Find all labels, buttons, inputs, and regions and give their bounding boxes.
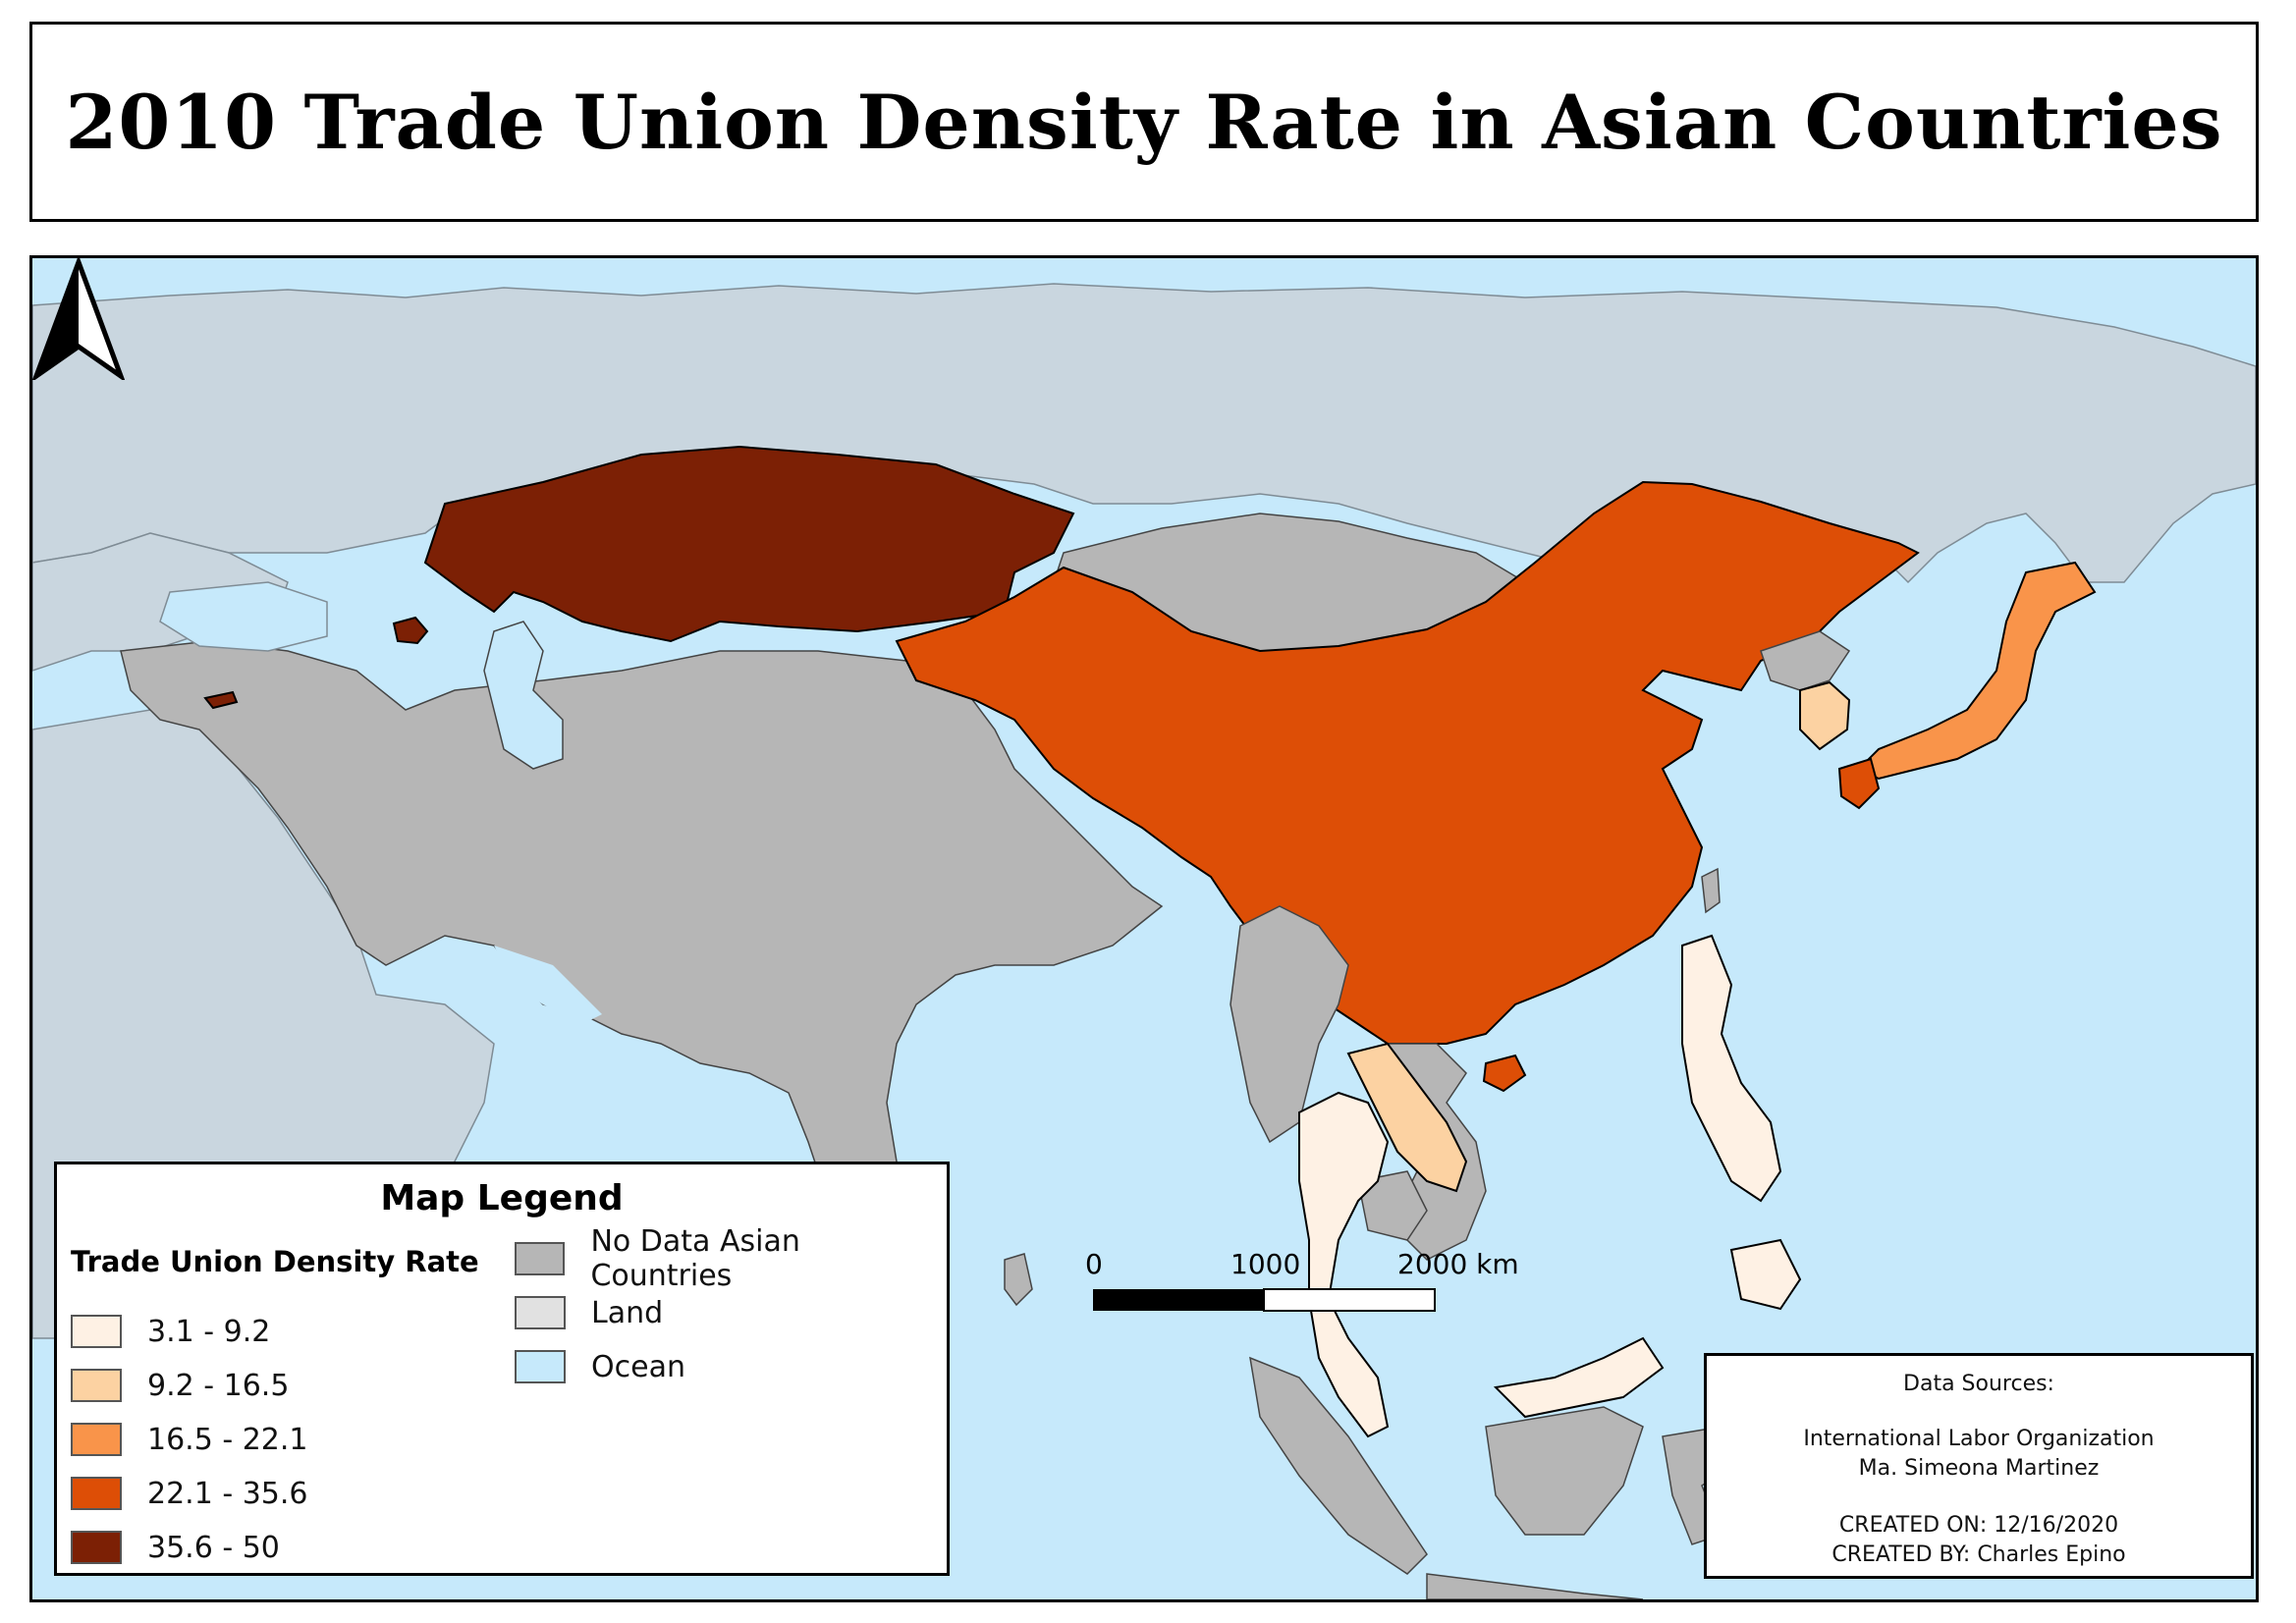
legend-ocean: Ocean [515,1347,685,1386]
legend-label: 16.5 - 22.1 [147,1422,308,1457]
legend-label: 3.1 - 9.2 [147,1314,271,1349]
mindanao[interactable] [1729,1238,1802,1311]
legend-swatch [71,1477,122,1510]
data-sources-box: Data Sources: International Labor Organi… [1704,1353,2254,1579]
north-arrow-icon [32,258,125,380]
no-data-southeast-asia [1230,905,1349,1144]
legend-label: Land [591,1295,664,1330]
legend-swatch [71,1423,122,1456]
sources-heading: Data Sources: [1903,1372,2054,1396]
hainan[interactable] [1482,1054,1527,1093]
legend-class-4: 22.1 - 35.6 [71,1474,308,1513]
legend-swatch [515,1296,566,1329]
north-korea [1760,630,1851,691]
legend-label: No Data Asian Countries [590,1224,800,1293]
map-legend: Map Legend Trade Union Density Rate 3.1 … [54,1162,950,1576]
scale-label-2000: 2000 km [1397,1248,1519,1280]
scale-bar [1093,1288,1436,1312]
persian-gulf [494,946,602,1024]
scale-segment-1 [1093,1289,1264,1311]
china[interactable] [895,480,1920,1045]
armenia[interactable] [392,616,429,645]
cyprus[interactable] [203,690,239,710]
map-title: 2010 Trade Union Density Rate in Asian C… [65,78,2223,166]
created-on: CREATED ON: 12/16/2020 [1838,1513,2119,1538]
title-frame: 2010 Trade Union Density Rate in Asian C… [29,22,2259,222]
south-korea[interactable] [1799,680,1851,751]
sources-line-2: Ma. Simeona Martinez [1858,1456,2100,1481]
cambodia [1357,1170,1428,1241]
legend-swatch [71,1315,122,1348]
legend-label: 35.6 - 50 [147,1530,280,1565]
sumatra [1249,1356,1428,1575]
legend-class-2: 9.2 - 16.5 [71,1366,289,1405]
malaysia-borneo[interactable] [1493,1336,1665,1419]
legend-title: Map Legend [380,1178,624,1218]
borneo [1485,1406,1644,1536]
japan[interactable] [1857,561,2097,781]
legend-land: Land [515,1293,663,1332]
legend-swatch [515,1242,566,1275]
scale-segment-2 [1263,1288,1436,1312]
java [1426,1573,1644,1599]
taiwan [1701,867,1721,914]
caspian-sea [483,621,564,770]
created-by: CREATED BY: Charles Epino [1831,1542,2126,1567]
legend-label: Ocean [591,1349,685,1384]
kazakhstan[interactable] [423,445,1075,643]
kyushu[interactable] [1837,757,1881,810]
legend-class-3: 16.5 - 22.1 [71,1420,308,1459]
legend-swatch [515,1350,566,1383]
black-sea [159,581,328,652]
philippines[interactable] [1681,934,1782,1203]
legend-no-data: No Data Asian Countries [515,1224,947,1293]
legend-subtitle: Trade Union Density Rate [71,1245,479,1278]
legend-label: 9.2 - 16.5 [147,1368,290,1403]
legend-class-1: 3.1 - 9.2 [71,1312,270,1351]
sources-line-1: International Labor Organization [1803,1427,2155,1451]
map-frame[interactable]: 0 1000 2000 km Map Legend Trade Union De… [29,255,2259,1602]
legend-label: 22.1 - 35.6 [147,1476,308,1511]
legend-class-5: 35.6 - 50 [71,1528,280,1567]
laos[interactable] [1346,1042,1468,1193]
scale-label-0: 0 [1085,1248,1103,1280]
sri-lanka [1004,1253,1033,1307]
legend-swatch [71,1531,122,1564]
legend-swatch [71,1369,122,1402]
scale-label-1000: 1000 [1230,1248,1301,1280]
